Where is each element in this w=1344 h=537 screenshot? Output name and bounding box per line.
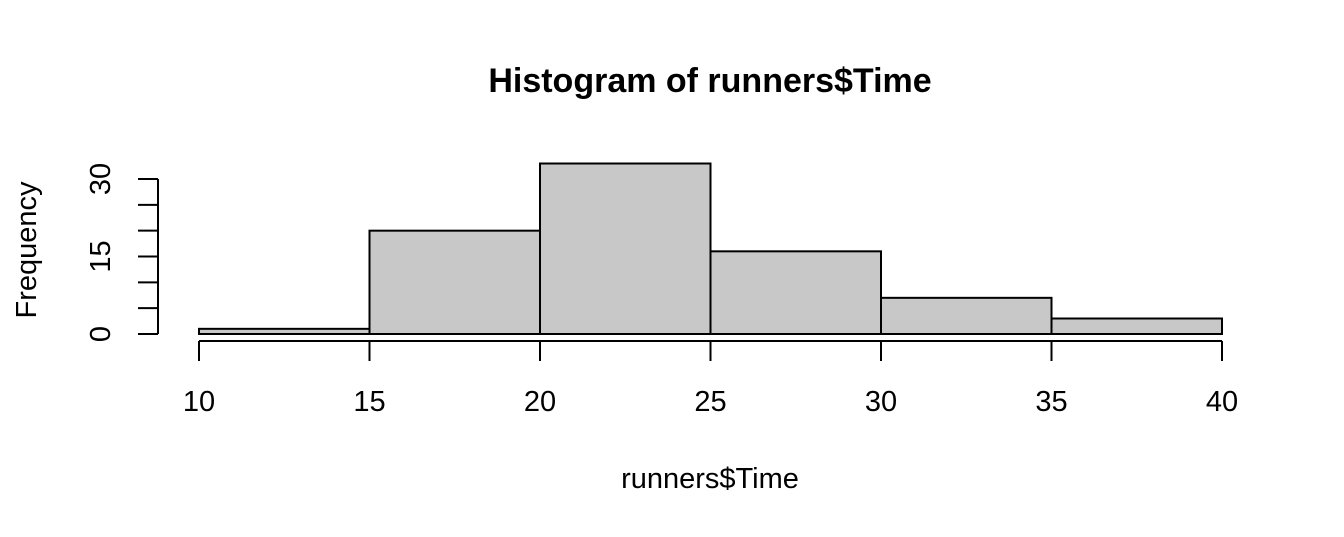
y-axis: 0 15 30 <box>85 163 159 342</box>
y-tick-label-0: 0 <box>85 326 117 342</box>
x-tick-label-30: 30 <box>865 386 897 418</box>
histogram-bar-30-35 <box>880 296 1053 336</box>
histogram-bar-20-25 <box>539 162 712 335</box>
x-tick-label-15: 15 <box>353 386 385 418</box>
chart-title: Histogram of runners$Time <box>488 62 931 100</box>
x-tick-label-35: 35 <box>1035 386 1067 418</box>
x-tick-label-20: 20 <box>524 386 556 418</box>
bars-group <box>198 162 1223 336</box>
y-tick-label-15: 15 <box>85 240 117 272</box>
histogram-bar-35-40 <box>1050 317 1223 335</box>
histogram-bar-25-30 <box>709 250 882 335</box>
y-tick-label-30: 30 <box>85 163 117 195</box>
x-axis: 10 15 20 25 30 35 40 <box>183 340 1238 418</box>
x-tick-label-10: 10 <box>183 386 215 418</box>
y-axis-label: Frequency <box>11 181 43 319</box>
histogram-bar-10-15 <box>198 327 371 336</box>
x-axis-label: runners$Time <box>621 463 799 495</box>
histogram-bar-15-20 <box>368 229 541 336</box>
x-tick-label-25: 25 <box>694 386 726 418</box>
x-tick-label-40: 40 <box>1206 386 1238 418</box>
